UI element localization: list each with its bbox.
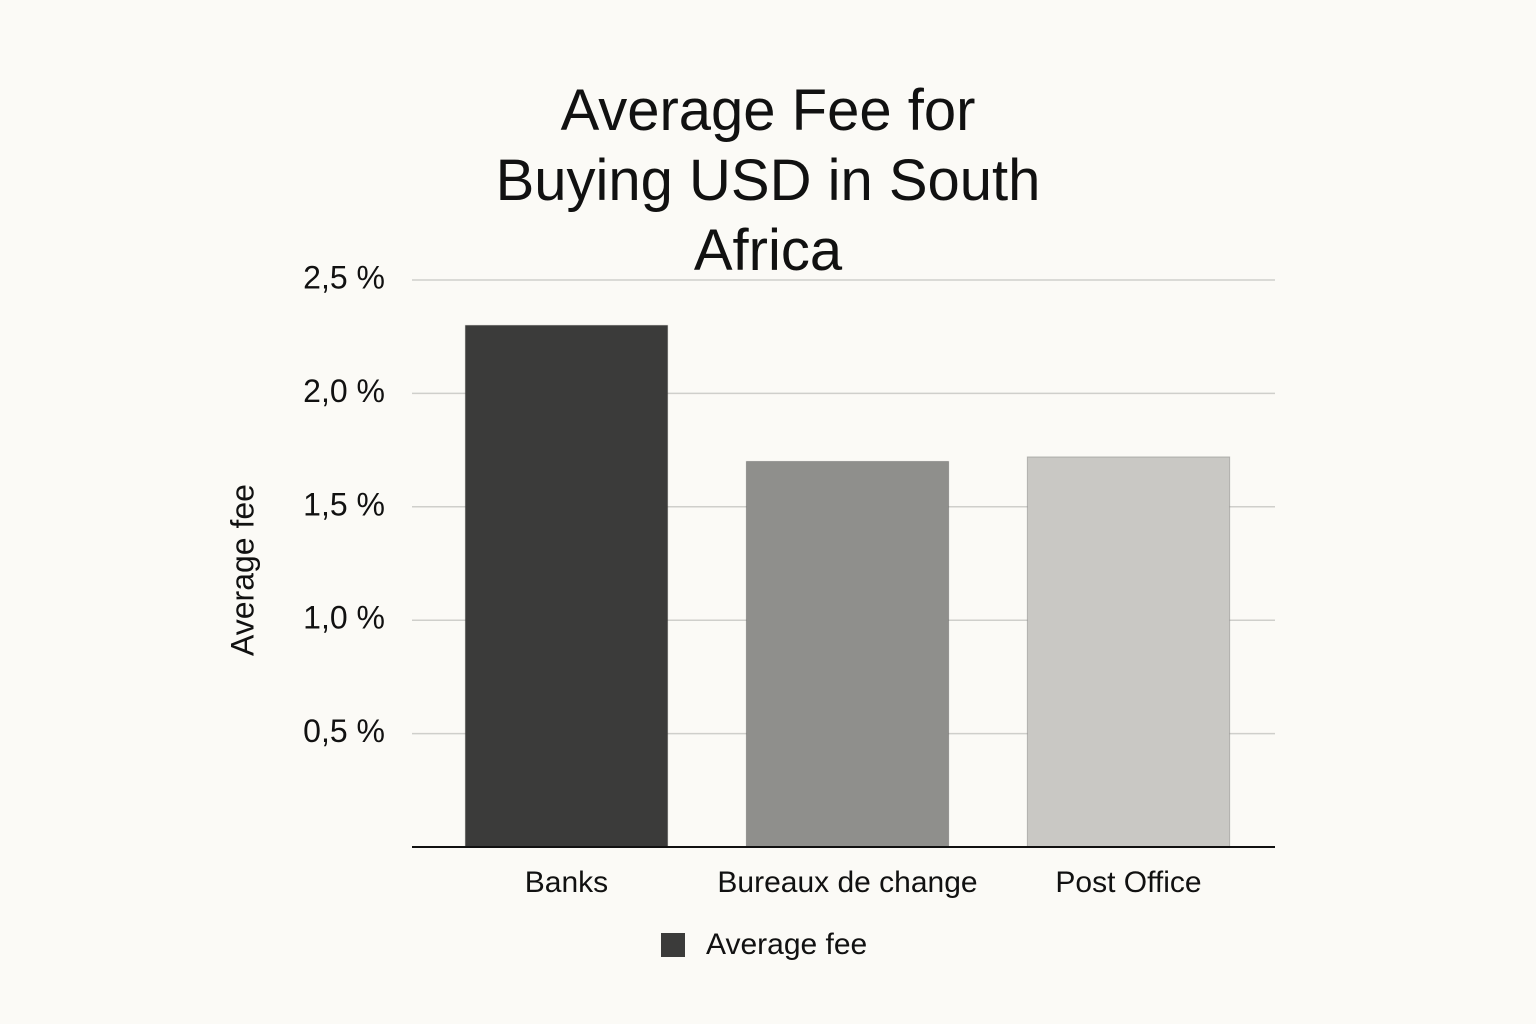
legend-swatch bbox=[661, 933, 685, 957]
y-tick-label: 2,5 % bbox=[303, 259, 385, 295]
bar bbox=[464, 324, 669, 848]
bar bbox=[1026, 456, 1231, 848]
y-tick-label: 1,5 % bbox=[303, 486, 385, 522]
y-tick-label: 1,0 % bbox=[303, 600, 385, 636]
x-tick-label: Bureaux de change bbox=[717, 866, 977, 899]
y-axis-label: Average fee bbox=[224, 484, 260, 656]
bar bbox=[745, 460, 950, 848]
x-tick-label: Banks bbox=[525, 866, 608, 899]
y-tick-label: 0,5 % bbox=[303, 713, 385, 749]
chart-title: Average Fee for Buying USD in South Afri… bbox=[495, 78, 1041, 283]
y-tick-label: 2,0 % bbox=[303, 373, 385, 409]
x-tick-label: Post Office bbox=[1055, 866, 1201, 899]
legend-label: Average fee bbox=[706, 928, 867, 961]
